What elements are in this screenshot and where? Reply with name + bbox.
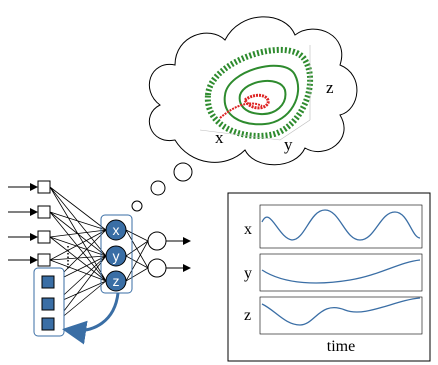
axis-label-y: y [284,135,293,154]
node-label: z [113,273,120,289]
axis-label-z: z [326,78,334,97]
timeseries-box [228,193,430,361]
feedback-arrow [68,293,118,331]
panel-label: x [244,221,252,238]
feedback-units [34,268,64,336]
axis-label-x: x [215,128,224,147]
diagram: x y z x y z [0,0,438,365]
node-label: x [113,222,120,238]
panel-label: y [244,265,252,282]
panel-label: z [244,307,251,324]
page: x y z x y z [0,0,438,365]
outputs [148,232,190,277]
thought-cloud [132,17,357,211]
node-label: y [113,248,120,264]
x-axis-label: time [327,338,355,355]
